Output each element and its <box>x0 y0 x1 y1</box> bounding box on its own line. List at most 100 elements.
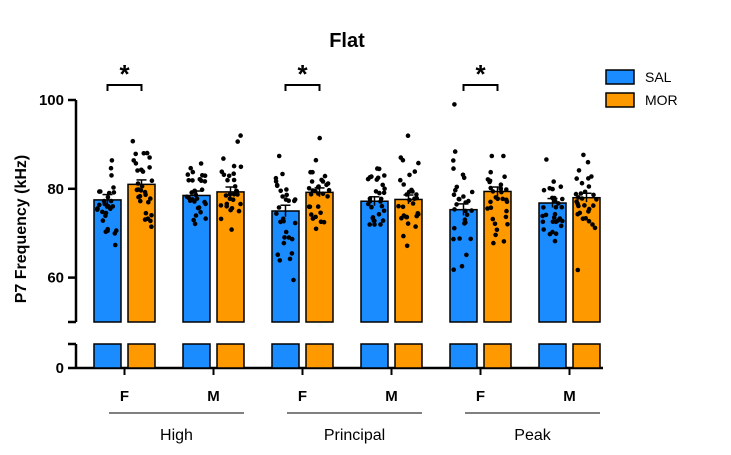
data-point <box>579 180 585 186</box>
data-point <box>541 187 547 193</box>
data-point <box>503 214 509 220</box>
data-point <box>404 243 410 249</box>
data-point <box>308 192 314 197</box>
data-point <box>404 192 410 197</box>
data-point <box>405 133 411 138</box>
data-point <box>590 222 595 227</box>
data-point <box>235 139 240 144</box>
data-point <box>292 197 298 202</box>
data-point <box>553 204 559 210</box>
data-point <box>100 218 106 223</box>
data-point <box>552 238 558 244</box>
legend-swatch-mor <box>605 92 635 108</box>
data-point <box>142 189 148 195</box>
data-point <box>369 174 374 179</box>
data-point <box>136 187 141 192</box>
data-point <box>144 150 150 156</box>
data-point <box>401 233 406 239</box>
data-point <box>228 207 233 213</box>
data-point <box>382 186 387 191</box>
x-tick-label-f: F <box>120 388 129 405</box>
data-point <box>111 190 117 195</box>
data-point <box>287 256 293 262</box>
data-point <box>457 196 462 202</box>
data-point <box>192 199 197 204</box>
data-point <box>186 178 191 183</box>
data-point <box>316 184 321 189</box>
data-point <box>407 172 412 178</box>
data-point <box>231 192 237 197</box>
bar-base <box>538 343 567 369</box>
data-point <box>466 198 471 204</box>
data-point <box>413 224 418 229</box>
data-point <box>188 165 193 171</box>
data-point <box>218 216 224 222</box>
data-point <box>400 204 406 210</box>
data-point <box>414 195 420 201</box>
bar <box>394 198 423 323</box>
data-point <box>199 187 205 192</box>
data-point <box>203 216 208 221</box>
data-point <box>451 192 457 197</box>
data-point <box>219 169 225 174</box>
data-point <box>451 267 457 273</box>
bar <box>93 199 122 323</box>
data-point <box>324 182 329 188</box>
data-point <box>190 178 195 183</box>
data-point <box>95 207 100 212</box>
y-axis-label: P7 Frequency (kHz) <box>13 155 30 303</box>
data-point <box>377 190 382 196</box>
data-point <box>370 215 376 220</box>
data-point <box>238 133 243 138</box>
data-point <box>586 218 592 224</box>
data-point <box>281 240 287 246</box>
data-point <box>149 178 155 183</box>
data-point <box>275 252 281 257</box>
data-point <box>141 151 147 156</box>
data-point <box>316 191 321 196</box>
data-point <box>461 194 466 199</box>
data-point <box>550 195 555 201</box>
x-tick-label-m: M <box>207 388 220 405</box>
data-point <box>553 231 559 236</box>
data-point <box>104 204 110 209</box>
x-tick-label-f: F <box>298 388 307 405</box>
data-point <box>463 208 468 214</box>
data-point <box>106 190 112 196</box>
legend-label-mor: MOR <box>645 92 678 108</box>
bar-base <box>305 343 334 369</box>
data-point <box>559 204 565 210</box>
group-label-high: High <box>160 427 193 444</box>
data-point <box>280 216 286 222</box>
y-tick-label: 80 <box>47 181 64 198</box>
data-point <box>574 176 579 181</box>
y-tick-label: 60 <box>47 270 64 287</box>
data-point <box>236 208 242 214</box>
legend-label-sal: SAL <box>645 69 672 85</box>
data-point <box>492 221 498 227</box>
data-point <box>501 239 507 244</box>
data-point <box>544 157 549 162</box>
data-point <box>578 191 584 196</box>
data-point <box>491 240 496 246</box>
data-point <box>326 187 332 193</box>
data-point <box>111 185 116 190</box>
data-point <box>189 190 194 195</box>
data-point <box>457 236 462 241</box>
data-point <box>490 189 496 194</box>
data-point <box>105 195 111 200</box>
data-point <box>452 207 457 212</box>
data-point <box>200 173 205 178</box>
data-point <box>292 220 298 226</box>
bar-base <box>572 343 601 369</box>
data-point <box>320 191 326 197</box>
data-point <box>552 198 558 204</box>
data-point <box>192 221 198 227</box>
data-point <box>131 158 136 163</box>
data-point <box>485 177 491 182</box>
data-point <box>381 208 387 214</box>
bar-base <box>449 343 478 369</box>
data-point <box>235 192 240 197</box>
data-point <box>594 197 599 202</box>
